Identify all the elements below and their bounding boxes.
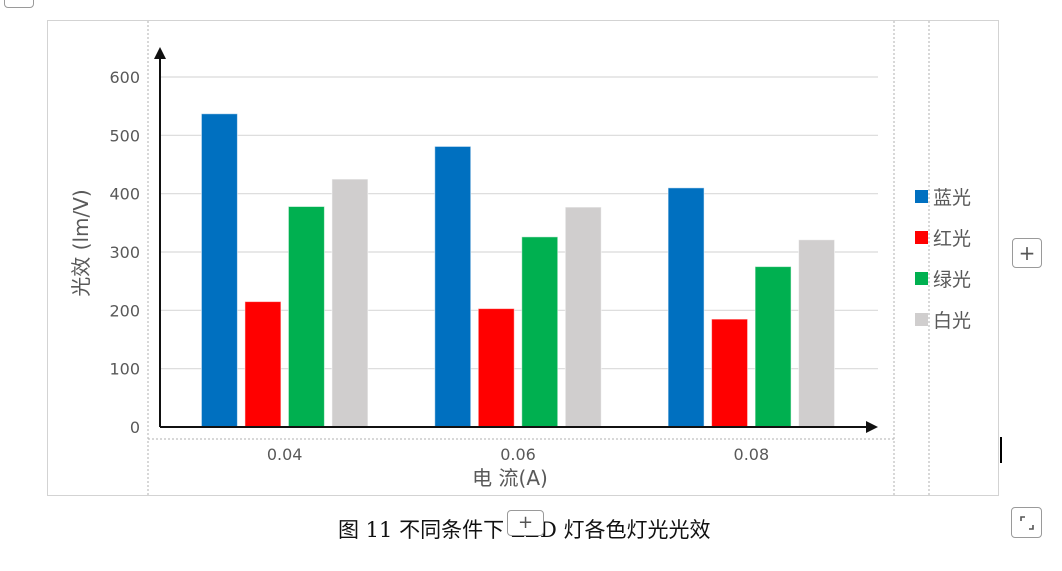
legend-swatch xyxy=(915,313,928,326)
bar xyxy=(564,206,602,428)
bar-chart: 0 100 200 300 400 500 600 0.04 0.06 0.08 光效 (lm/… xyxy=(69,21,971,497)
add-element-button[interactable]: + xyxy=(1012,238,1042,268)
bar xyxy=(244,301,282,428)
y-tick-label: 400 xyxy=(109,185,140,204)
chart-container: 0 100 200 300 400 500 600 0.04 0.06 0.08 光效 (lm/… xyxy=(47,20,999,497)
bar xyxy=(434,145,472,428)
x-axis-label: 电 流(A) xyxy=(472,466,548,490)
bar xyxy=(331,178,369,428)
x-tick-label: 0.08 xyxy=(734,445,770,464)
y-axis-arrow-icon xyxy=(154,47,166,59)
text-cursor xyxy=(1000,437,1002,463)
legend-swatch xyxy=(915,190,928,203)
x-tick-label: 0.04 xyxy=(267,445,303,464)
x-axis-arrow-icon xyxy=(866,421,878,433)
y-tick-label: 0 xyxy=(130,418,140,437)
legend-label: 蓝光 xyxy=(933,187,971,209)
y-tick-label: 100 xyxy=(109,360,140,379)
y-tick-label: 500 xyxy=(109,126,140,145)
bar xyxy=(798,239,836,428)
legend-swatch xyxy=(915,272,928,285)
collapse-handle[interactable] xyxy=(4,0,34,8)
legend-swatch xyxy=(915,231,928,244)
legend-label: 红光 xyxy=(933,228,971,250)
bar xyxy=(754,266,792,428)
y-tick-label: 200 xyxy=(109,301,140,320)
plus-icon: + xyxy=(1018,241,1036,265)
expand-button[interactable] xyxy=(1011,507,1042,538)
bar xyxy=(477,308,515,428)
y-tick-label: 600 xyxy=(109,68,140,87)
expand-icon xyxy=(1019,515,1034,530)
bar xyxy=(711,318,749,428)
add-caption-button[interactable]: + xyxy=(507,510,544,536)
bar xyxy=(667,187,705,428)
y-tick-label: 300 xyxy=(109,243,140,262)
bar xyxy=(287,206,325,428)
bar xyxy=(521,236,559,428)
x-tick-label: 0.06 xyxy=(500,445,536,464)
legend-label: 白光 xyxy=(933,310,971,332)
y-axis-label: 光效 (lm/V) xyxy=(69,189,93,296)
plus-icon: + xyxy=(517,512,534,533)
bar xyxy=(200,113,238,428)
legend-label: 绿光 xyxy=(933,269,971,291)
